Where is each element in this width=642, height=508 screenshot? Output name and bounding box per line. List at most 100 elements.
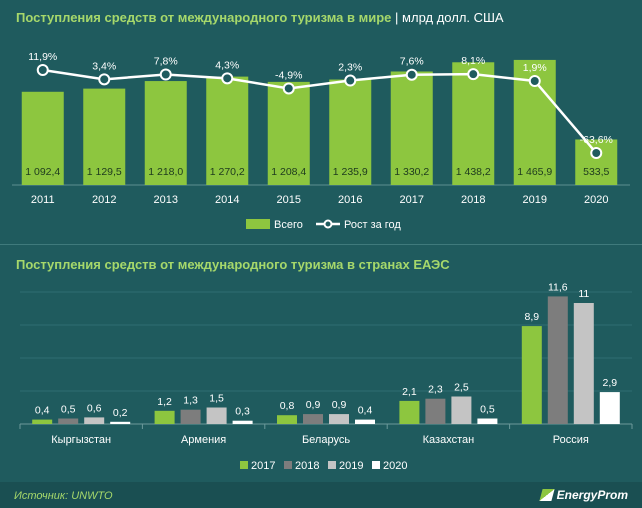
bar-value-label: 1,2 — [157, 396, 172, 408]
bar-total — [390, 71, 433, 185]
bar-value-label: 2,3 — [428, 384, 443, 396]
legend-swatch-total — [246, 219, 270, 229]
bar-total — [83, 88, 126, 185]
bar-value-label: 1 218,0 — [148, 166, 183, 178]
bar-total — [452, 62, 495, 185]
bar-2018 — [58, 418, 79, 424]
x-tick-label: 2020 — [584, 194, 608, 206]
legend-swatch — [240, 461, 248, 469]
bar-total — [144, 81, 187, 185]
footer: Источник: UNWTO EnergyProm — [0, 482, 642, 508]
legend-swatch — [328, 461, 336, 469]
growth-label: 3,4% — [92, 60, 116, 72]
legend-label: 2019 — [339, 460, 363, 472]
bar-value-label: 2,5 — [454, 382, 469, 394]
legend-swatch — [284, 461, 292, 469]
bar-value-label: 0,2 — [113, 407, 128, 419]
x-category-label: Россия — [553, 434, 589, 446]
bar-2018 — [303, 414, 323, 424]
growth-point — [98, 73, 111, 86]
bar-2019 — [84, 417, 105, 424]
bar-value-label: 0,5 — [480, 404, 495, 416]
unit-text: млрд долл. США — [402, 10, 504, 25]
world-tourism-chart: Поступления средств от международного ту… — [0, 0, 642, 244]
legend-label: 2018 — [295, 460, 319, 472]
x-tick-label: 2016 — [338, 194, 362, 206]
legend-label-growth: Рост за год — [344, 219, 401, 231]
bar-total — [21, 91, 64, 185]
growth-label: -63,6% — [580, 134, 613, 146]
bar-value-label: 0,3 — [235, 406, 250, 418]
bar-total — [329, 79, 372, 185]
bar-2020 — [355, 419, 375, 424]
bar-value-label: 1,3 — [183, 395, 198, 407]
x-tick-label: 2012 — [92, 194, 116, 206]
x-tick-label: 2013 — [154, 194, 178, 206]
chart-title-eaeu: Поступления средств от международного ту… — [16, 257, 450, 272]
growth-label: 11,9% — [28, 51, 57, 63]
eaeu-chart-svg: 0,4 0,5 0,6 0,2 Кыргызстан 1,2 1,3 1,5 0,3 Армени… — [19, 281, 633, 472]
growth-label: 4,3% — [215, 59, 239, 71]
bar-2018 — [180, 409, 201, 424]
bar-value-label: 1 330,2 — [394, 166, 429, 178]
bar-value-label: 0,5 — [61, 404, 76, 416]
bar-total — [575, 139, 618, 185]
bar-total — [267, 81, 310, 185]
growth-point — [467, 68, 480, 81]
bar-2020 — [110, 421, 131, 424]
x-tick-label: 2014 — [215, 194, 239, 206]
x-tick-label: 2018 — [461, 194, 485, 206]
bar-2020 — [232, 420, 253, 424]
brand-logo: EnergyProm — [539, 488, 628, 502]
title-unit: | млрд долл. США — [395, 10, 504, 25]
growth-point — [344, 74, 357, 87]
bar-value-label: 0,4 — [358, 405, 373, 417]
bar-value-label: 11 — [578, 288, 589, 300]
legend-marker-growth — [323, 219, 333, 229]
chart-title-world: Поступления средств от международного ту… — [16, 10, 504, 25]
bar-value-label: 0,4 — [35, 405, 50, 417]
growth-label: 8,1% — [461, 55, 485, 67]
growth-label: 1,9% — [523, 62, 547, 74]
bar-value-label: 1,5 — [209, 393, 224, 405]
bar-value-label: 2,9 — [602, 377, 617, 389]
legend-swatch — [372, 461, 380, 469]
bar-2017 — [521, 326, 542, 424]
bar-value-label: 1 235,9 — [333, 166, 368, 178]
world-chart-svg: 1 092,4 2011 1 129,5 2012 1 218,0 2013 1 270,2… — [12, 51, 630, 231]
growth-point — [36, 64, 49, 76]
growth-point — [221, 72, 234, 85]
bar-value-label: 1 208,4 — [271, 166, 306, 178]
bar-2017 — [277, 415, 297, 424]
bar-value-label: 11,6 — [548, 281, 568, 293]
legend-label: 2017 — [251, 460, 275, 472]
bar-value-label: 0,8 — [280, 400, 295, 412]
x-tick-label: 2019 — [523, 194, 547, 206]
title-text: Поступления средств от международного ту… — [16, 10, 392, 25]
eaeu-tourism-chart: Поступления средств от международного ту… — [0, 244, 642, 483]
x-tick-label: 2017 — [400, 194, 424, 206]
x-tick-label: 2011 — [31, 194, 55, 206]
x-category-label: Беларусь — [302, 434, 350, 446]
bar-2020 — [477, 418, 498, 424]
growth-label: 7,8% — [154, 56, 178, 68]
bar-value-label: 1 270,2 — [210, 166, 245, 178]
growth-point — [282, 82, 295, 95]
bar-value-label: 8,9 — [524, 311, 539, 323]
bar-2019 — [451, 396, 472, 424]
growth-label: 7,6% — [400, 56, 424, 68]
bar-2018 — [425, 398, 446, 424]
bar-2019 — [573, 303, 594, 424]
bar-2020 — [599, 392, 620, 424]
x-category-label: Кыргызстан — [51, 434, 111, 446]
bar-2017 — [154, 410, 175, 424]
growth-label: 2,3% — [338, 62, 362, 74]
bar-value-label: 1 092,4 — [25, 166, 60, 178]
legend-label-total: Всего — [274, 219, 303, 231]
bar-value-label: 1 438,2 — [456, 166, 491, 178]
source-text: Источник: UNWTO — [14, 490, 113, 502]
energyprom-logo-icon — [539, 489, 555, 501]
growth-point — [159, 68, 172, 81]
growth-label: -4,9% — [275, 69, 302, 81]
bar-value-label: 533,5 — [583, 166, 609, 178]
